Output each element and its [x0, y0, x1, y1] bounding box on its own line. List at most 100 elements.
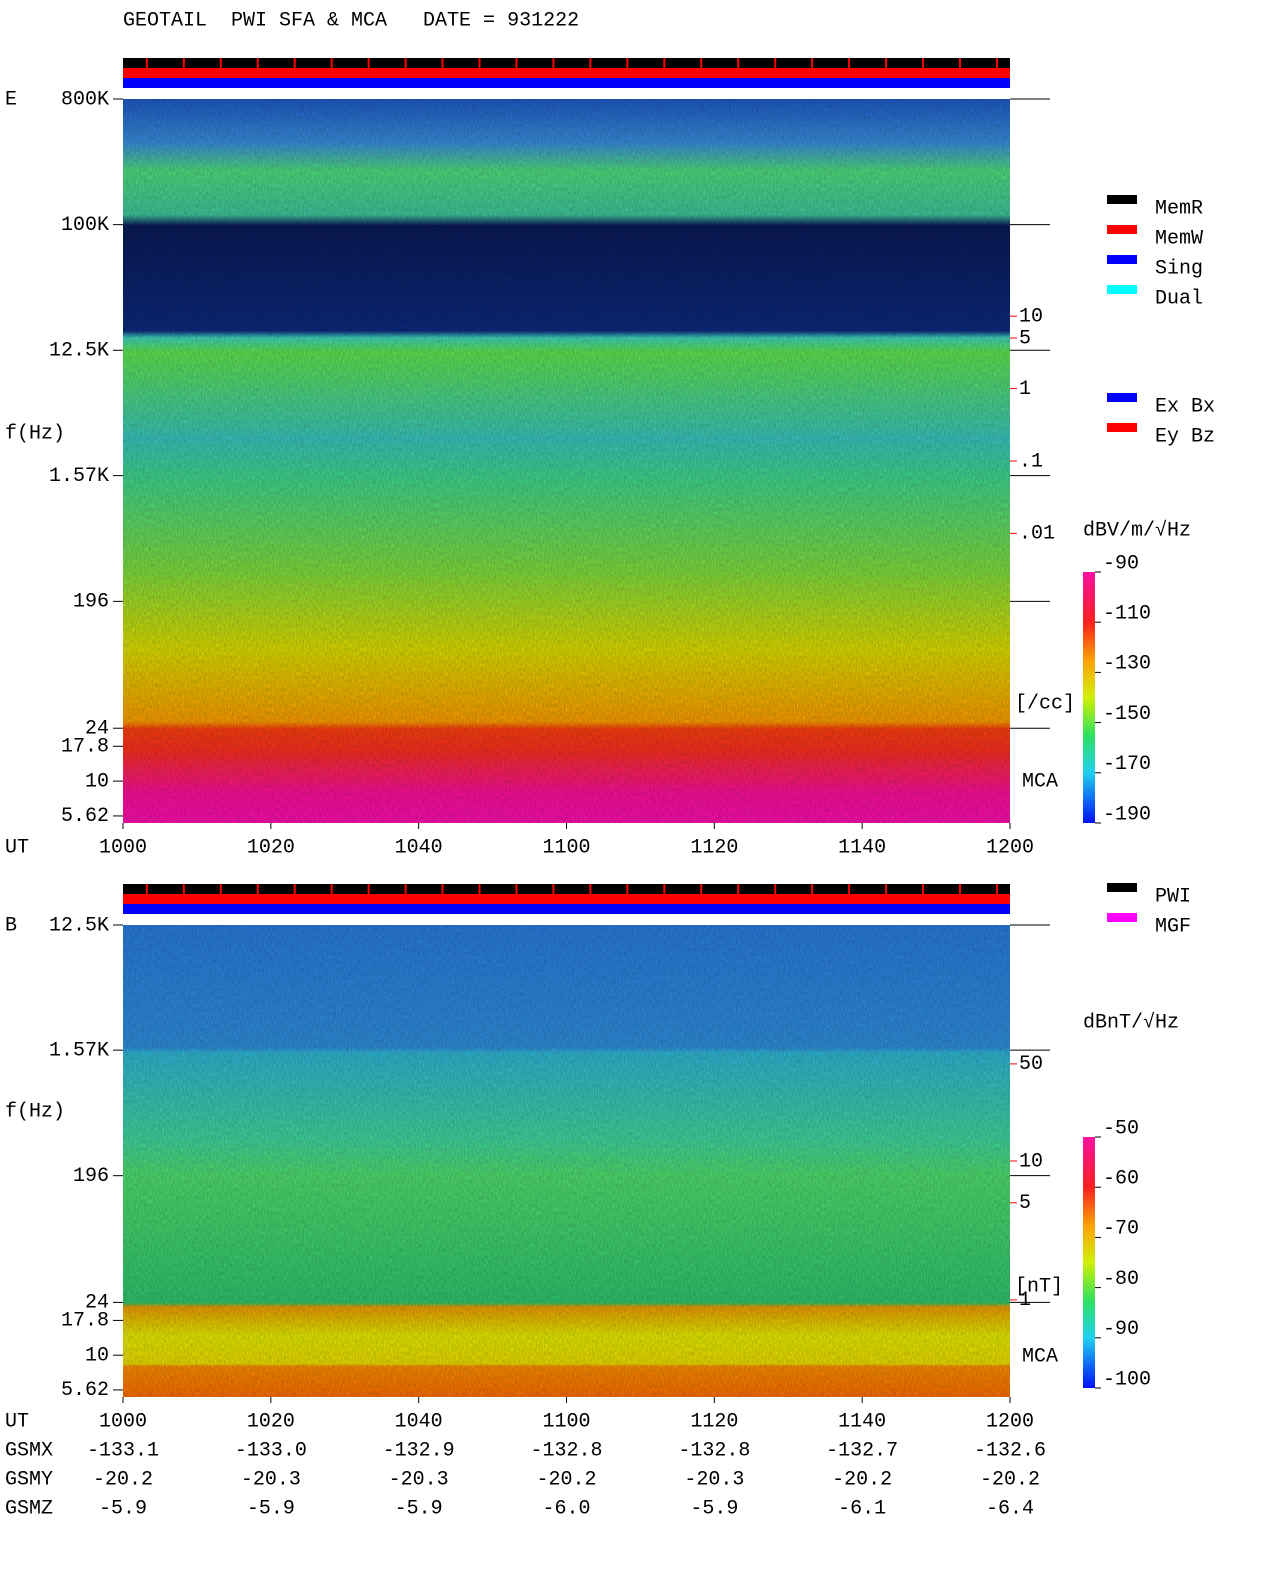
x-tick-label: 1100	[542, 836, 590, 859]
y2-tick-label: 1	[1019, 378, 1031, 401]
page-title: GEOTAIL PWI SFA & MCA DATE = 931222	[123, 9, 579, 32]
ephemeris-name: GSMY	[5, 1468, 53, 1491]
colorbar-tick-label: -70	[1103, 1218, 1139, 1241]
colorbar-label: dBnT/√Hz	[1083, 1010, 1179, 1034]
legend-label: Ey Bz	[1155, 425, 1215, 448]
y2-tick-label: 10	[1019, 305, 1043, 328]
colorbar-tick-label: -130	[1103, 653, 1151, 676]
ephemeris-value: -6.0	[542, 1497, 590, 1520]
ephemeris-value: -132.7	[826, 1439, 898, 1462]
colorbar-tick-label: -110	[1103, 602, 1151, 625]
ephemeris-value: -5.9	[395, 1497, 443, 1520]
ephemeris-value: -6.4	[986, 1497, 1034, 1520]
legend-swatch	[1107, 225, 1137, 234]
ephemeris-value: -20.2	[980, 1468, 1040, 1491]
x-tick-label: 1040	[395, 836, 443, 859]
x-tick-label: 1100	[542, 1410, 590, 1433]
band-label: MCA	[1022, 1345, 1058, 1368]
ephemeris-value: -20.2	[536, 1468, 596, 1491]
legend-label: PWI	[1155, 885, 1191, 908]
y-tick-label: 10	[85, 1344, 109, 1367]
y2-tick-label: 5	[1019, 1192, 1031, 1215]
y-axis-label: f(Hz)	[5, 422, 65, 445]
y2-tick-label: .1	[1019, 450, 1043, 473]
band-label: MCA	[1022, 770, 1058, 793]
ephemeris-value: -132.9	[383, 1439, 455, 1462]
x-tick-label: 1200	[986, 1410, 1034, 1433]
ephemeris-value: -5.9	[247, 1497, 295, 1520]
ephemeris-value: -20.3	[389, 1468, 449, 1491]
legend-label: Dual	[1155, 287, 1203, 310]
ephemeris-value: -133.1	[87, 1439, 159, 1462]
ephemeris-value: -132.6	[974, 1439, 1046, 1462]
y-tick-label: 5.62	[61, 805, 109, 828]
spectrogram-texture	[123, 925, 1010, 1397]
y2-tick-label: 50	[1019, 1053, 1043, 1076]
status-bar	[123, 884, 1010, 894]
y-tick-label: 12.5K	[49, 914, 109, 937]
x-tick-label: 1200	[986, 836, 1034, 859]
colorbar-tick-label: -190	[1103, 803, 1151, 826]
legend-label: MemR	[1155, 197, 1203, 220]
status-bar	[123, 904, 1010, 914]
colorbar-tick-label: -150	[1103, 703, 1151, 726]
x-tick-label: 1140	[838, 1410, 886, 1433]
ephemeris-name: GSMX	[5, 1439, 53, 1462]
ephemeris-value: -20.3	[241, 1468, 301, 1491]
y-tick-label: 196	[73, 1165, 109, 1188]
colorbar-tick-label: -60	[1103, 1167, 1139, 1190]
y-axis-label: f(Hz)	[5, 1100, 65, 1123]
x-tick-label: 1040	[395, 1410, 443, 1433]
x-tick-label: 1020	[247, 836, 295, 859]
ephemeris-value: -5.9	[99, 1497, 147, 1520]
ephemeris-value: -132.8	[678, 1439, 750, 1462]
y-tick-label: 24	[85, 1292, 109, 1315]
y2-axis-label: [nT]	[1015, 1275, 1063, 1298]
colorbar	[1083, 572, 1095, 823]
x-tick-label: 1120	[690, 1410, 738, 1433]
y2-tick-label: 5	[1019, 327, 1031, 350]
y2-tick-label: .01	[1019, 523, 1055, 546]
colorbar-tick-label: -80	[1103, 1268, 1139, 1291]
legend-swatch	[1107, 285, 1137, 294]
y-tick-label: 5.62	[61, 1379, 109, 1402]
x-tick-label: 1000	[99, 836, 147, 859]
legend-swatch	[1107, 423, 1137, 432]
panel-label: B	[5, 914, 17, 937]
colorbar-tick-label: -90	[1103, 1318, 1139, 1341]
colorbar	[1083, 1137, 1095, 1388]
ephemeris-value: -20.2	[93, 1468, 153, 1491]
status-bar	[123, 894, 1010, 904]
spectrogram-texture	[123, 99, 1010, 823]
y-tick-label: 17.8	[61, 1310, 109, 1333]
legend-swatch	[1107, 883, 1137, 892]
y-tick-label: 800K	[61, 88, 109, 111]
y2-tick-label: 1	[1019, 1289, 1031, 1312]
ephemeris-value: -6.1	[838, 1497, 886, 1520]
y-tick-label: 17.8	[61, 736, 109, 759]
legend-swatch	[1107, 255, 1137, 264]
ephemeris-value: -133.0	[235, 1439, 307, 1462]
legend-label: MGF	[1155, 915, 1191, 938]
x-axis-label: UT	[5, 836, 29, 859]
panel-label: E	[5, 88, 17, 111]
ephemeris-value: -20.2	[832, 1468, 892, 1491]
legend-label: Ex Bx	[1155, 395, 1215, 418]
legend-label: Sing	[1155, 257, 1203, 280]
colorbar-tick-label: -170	[1103, 753, 1151, 776]
ephemeris-value: -132.8	[530, 1439, 602, 1462]
y-tick-label: 1.57K	[49, 465, 109, 488]
legend-swatch	[1107, 393, 1137, 402]
status-bar	[123, 58, 1010, 68]
y-tick-label: 196	[73, 591, 109, 614]
colorbar-tick-label: -90	[1103, 552, 1139, 575]
status-bar	[123, 68, 1010, 78]
x-tick-label: 1000	[99, 1410, 147, 1433]
x-tick-label: 1140	[838, 836, 886, 859]
legend-swatch	[1107, 913, 1137, 922]
legend-swatch	[1107, 195, 1137, 204]
y-tick-label: 100K	[61, 214, 109, 237]
y-tick-label: 1.57K	[49, 1039, 109, 1062]
plots: Ef(Hz)UTMCA800K100K12.5K1.57K1962417.810…	[5, 58, 1215, 1520]
